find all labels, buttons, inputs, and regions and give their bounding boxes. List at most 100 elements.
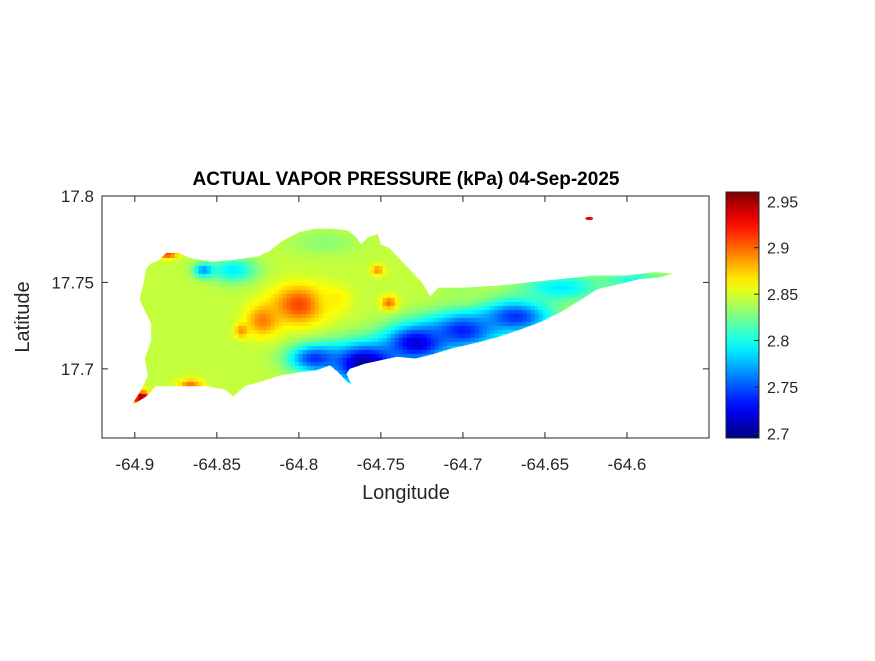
heatmap-cell	[226, 329, 232, 335]
heatmap-cell	[454, 345, 460, 351]
heatmap-cell	[330, 301, 336, 307]
heatmap-cell	[310, 317, 316, 323]
heatmap-cell	[562, 321, 568, 327]
heatmap-cell	[418, 297, 424, 303]
heatmap-cell	[410, 329, 416, 335]
heatmap-cell	[498, 333, 504, 339]
heatmap-cell	[402, 253, 408, 259]
heatmap-cell	[358, 329, 364, 335]
heatmap-cell	[254, 285, 260, 291]
heatmap-cell	[234, 265, 240, 271]
heatmap-cell	[650, 249, 656, 255]
heatmap-cell	[546, 329, 552, 335]
heatmap-cell	[258, 293, 264, 299]
heatmap-cell	[246, 345, 252, 351]
heatmap-cell	[494, 325, 500, 331]
heatmap-cell	[194, 337, 200, 343]
heatmap-cell	[670, 293, 673, 299]
heatmap-cell	[582, 285, 588, 291]
heatmap-cell	[434, 228, 440, 231]
heatmap-cell	[494, 277, 500, 283]
heatmap-cell	[302, 253, 308, 259]
heatmap-cell	[502, 345, 508, 351]
heatmap-cell	[254, 269, 260, 275]
heatmap-cell	[218, 249, 224, 255]
heatmap-cell	[238, 229, 244, 235]
heatmap-cell	[406, 229, 412, 235]
heatmap-cell	[358, 337, 364, 343]
heatmap-cell	[230, 337, 236, 343]
heatmap-cell	[258, 301, 264, 307]
heatmap-cell	[178, 297, 184, 303]
heatmap-cell	[654, 253, 660, 259]
heatmap-cell	[474, 353, 480, 359]
heatmap-cell	[410, 309, 416, 315]
heatmap-cell	[675, 346, 680, 351]
heatmap-cell	[447, 222, 452, 227]
heatmap-cell	[534, 277, 540, 283]
heatmap-cell	[338, 261, 344, 267]
heatmap-cell	[530, 325, 536, 331]
heatmap-cell	[222, 228, 228, 231]
heatmap-cell	[210, 325, 216, 331]
heatmap-cell	[542, 273, 548, 279]
heatmap-cell	[562, 325, 568, 331]
heatmap-cell	[430, 309, 436, 315]
heatmap-cell	[406, 317, 412, 323]
heatmap-cell	[234, 269, 240, 275]
heatmap-cell	[418, 293, 424, 299]
heatmap-cell	[158, 257, 164, 263]
heatmap-cell	[638, 245, 644, 251]
heatmap-cell	[391, 222, 396, 227]
heatmap-cell	[594, 349, 600, 355]
heatmap-cell	[330, 273, 336, 279]
heatmap-cell	[374, 281, 380, 287]
heatmap-cell	[654, 245, 660, 251]
heatmap-cell	[202, 333, 208, 339]
heatmap-cell	[666, 353, 672, 359]
heatmap-cell	[290, 361, 296, 367]
heatmap-cell	[482, 241, 488, 247]
heatmap-cell	[238, 277, 244, 283]
heatmap-cell	[290, 285, 296, 291]
heatmap-cell	[518, 257, 524, 263]
heatmap-cell	[302, 265, 308, 271]
heatmap-cell	[390, 289, 396, 295]
heatmap-cell	[142, 269, 148, 275]
heatmap-cell	[675, 314, 680, 319]
heatmap-cell	[450, 333, 456, 339]
heatmap-cell	[370, 333, 376, 339]
heatmap-cell	[302, 345, 308, 351]
heatmap-cell	[530, 237, 536, 243]
heatmap-cell	[210, 281, 216, 287]
heatmap-cell	[310, 229, 316, 235]
heatmap-cell	[522, 297, 528, 303]
heatmap-cell	[254, 253, 260, 259]
heatmap-cell	[586, 337, 592, 343]
heatmap-cell	[310, 325, 316, 331]
heatmap-cell	[266, 237, 272, 243]
heatmap-cell	[138, 285, 144, 291]
heatmap-cell	[646, 349, 652, 355]
heatmap-cell	[614, 273, 620, 279]
heatmap-cell	[386, 265, 392, 271]
heatmap-cell	[494, 341, 500, 347]
heatmap-cell	[142, 305, 148, 311]
heatmap-cell	[254, 337, 260, 343]
heatmap-cell	[566, 241, 572, 247]
heatmap-cell	[402, 261, 408, 267]
heatmap-cell	[562, 265, 568, 271]
heatmap-cell	[398, 229, 404, 235]
heatmap-cell	[374, 273, 380, 279]
heatmap-cell	[354, 273, 360, 279]
heatmap-cell	[342, 269, 348, 275]
heatmap-cell	[566, 349, 572, 355]
heatmap-cell	[450, 317, 456, 323]
heatmap-cell	[250, 353, 256, 359]
heatmap-cell	[458, 317, 464, 323]
heatmap-cell	[294, 349, 300, 355]
heatmap-cell	[306, 257, 312, 263]
heatmap-cell	[262, 281, 268, 287]
heatmap-cell	[654, 289, 660, 295]
heatmap-cell	[234, 241, 240, 247]
